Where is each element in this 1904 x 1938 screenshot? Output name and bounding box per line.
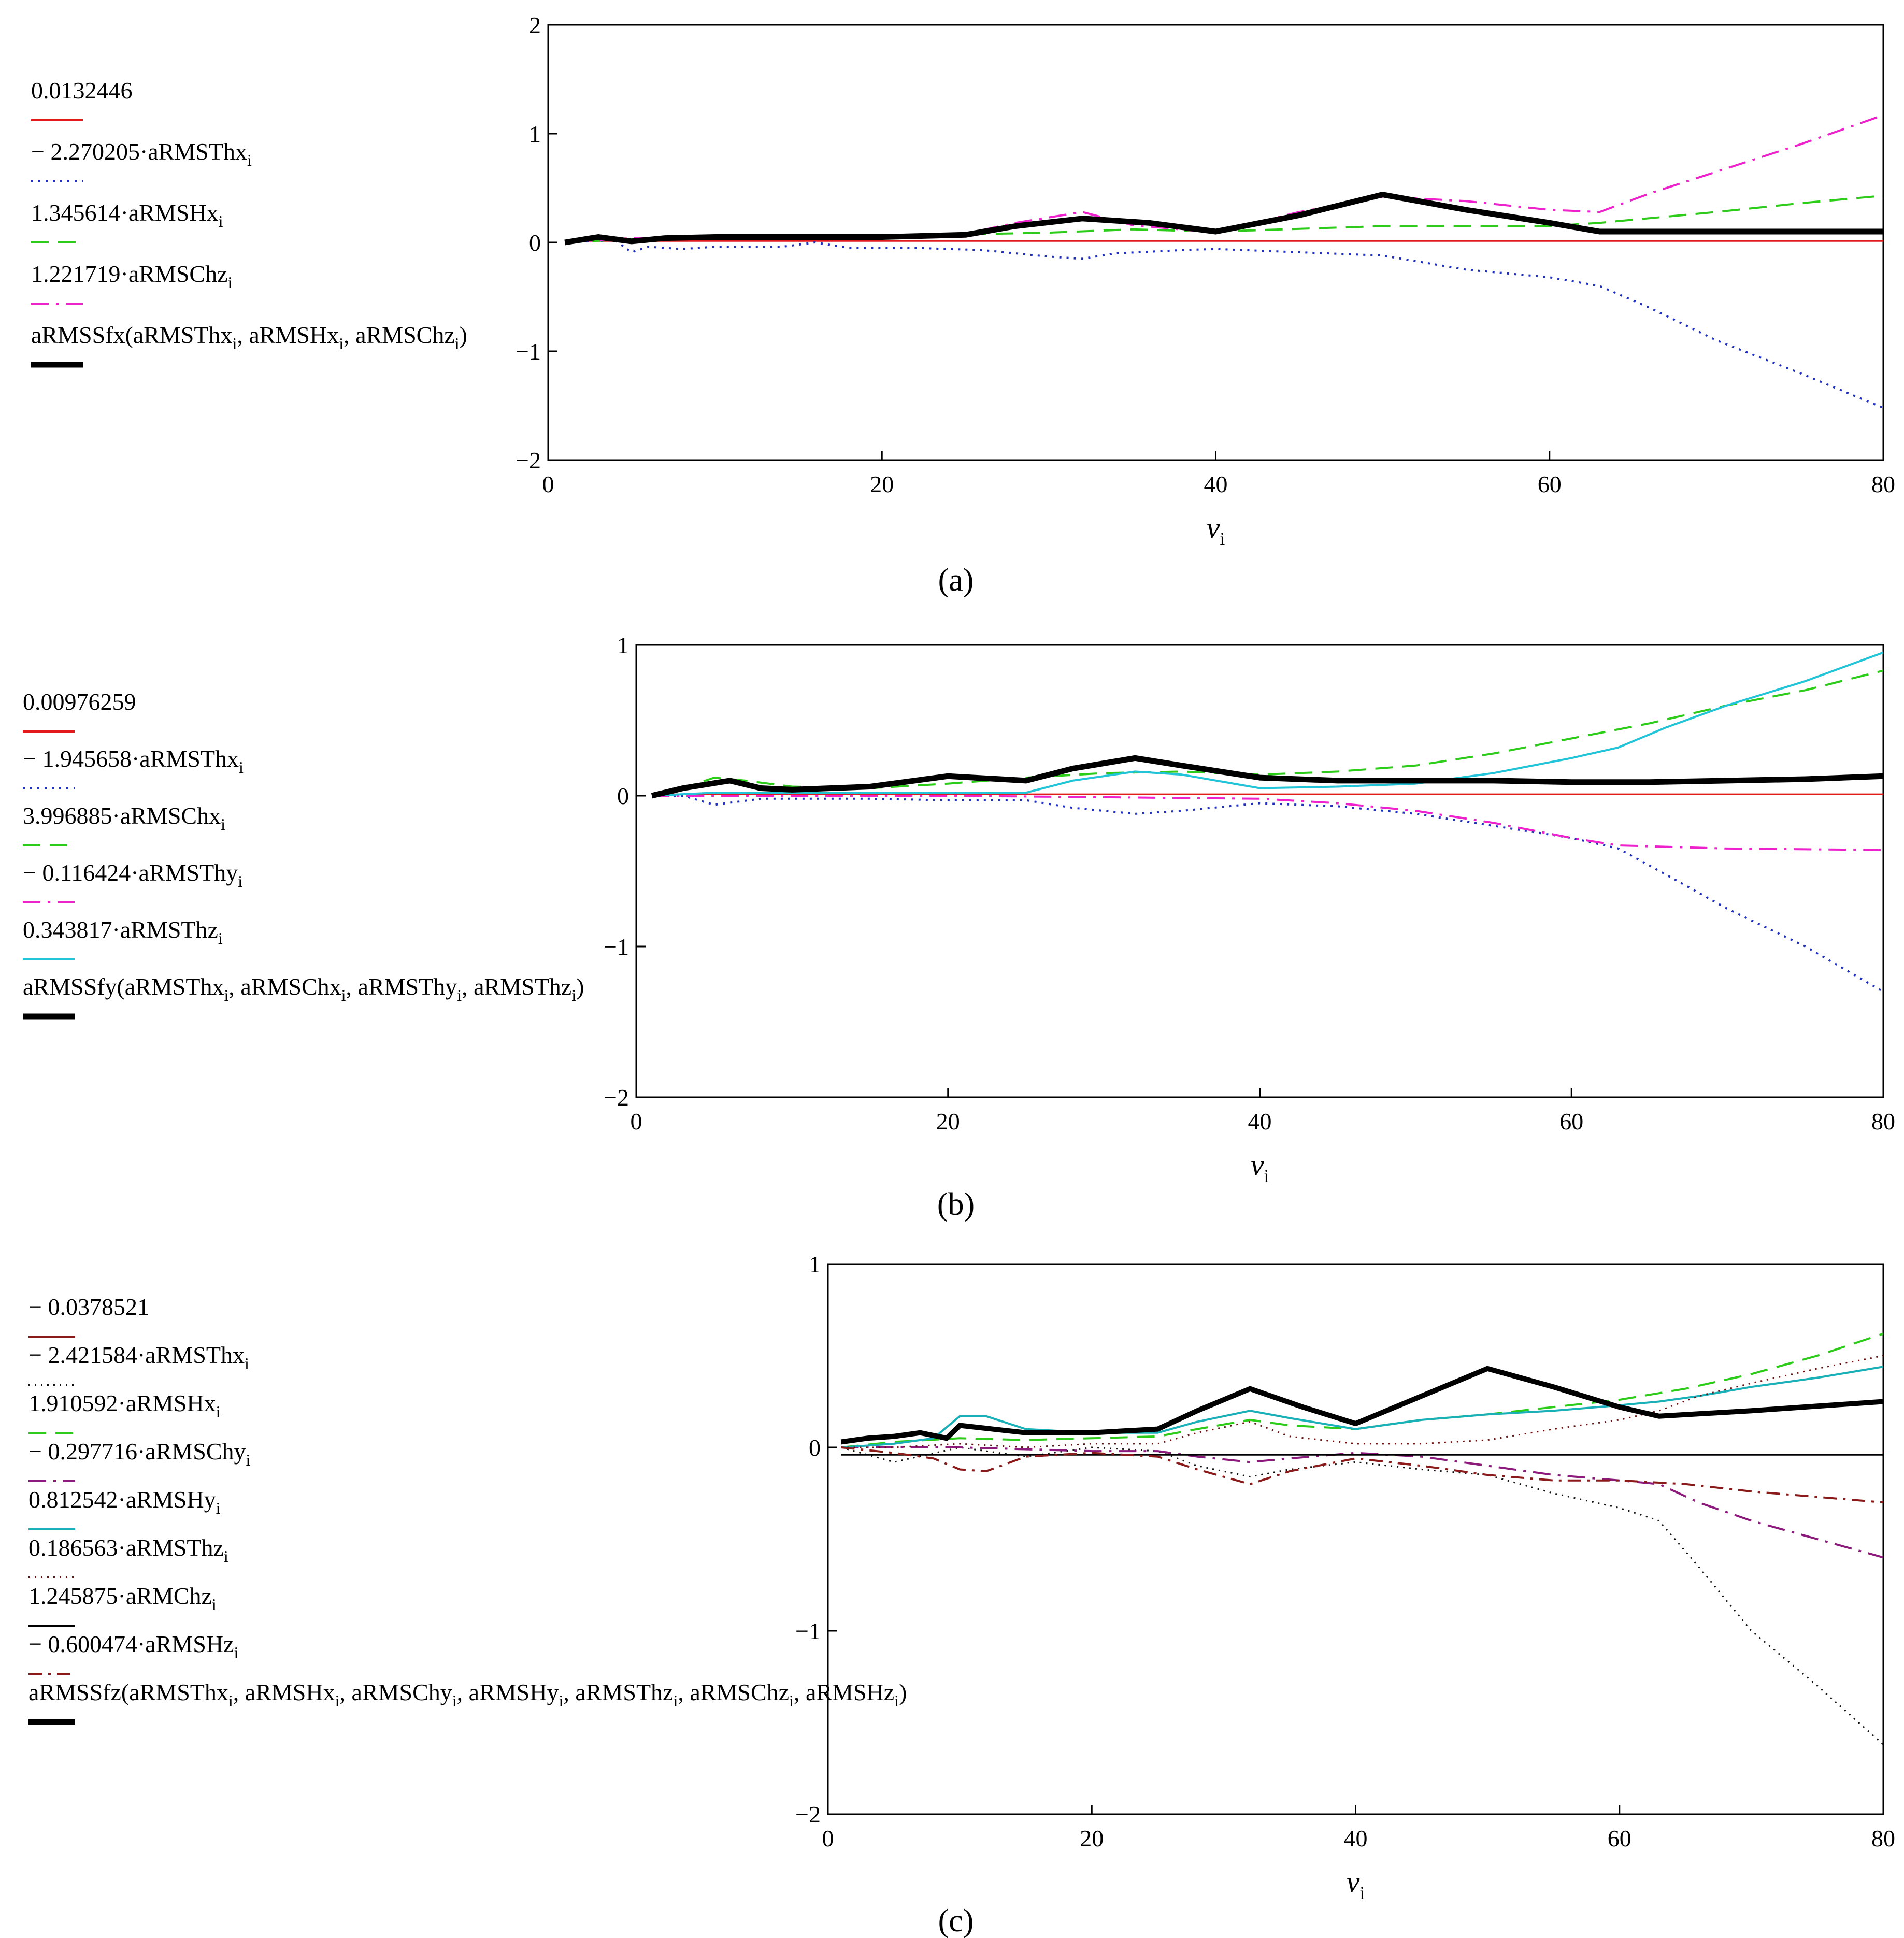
- legend-label: − 0.0378521: [28, 1294, 149, 1320]
- series-line: [652, 651, 1883, 797]
- series-line: [841, 1446, 1883, 1745]
- figure-caption: (c): [938, 1903, 974, 1938]
- x-tick-label: 0: [631, 1108, 642, 1135]
- series-group: [840, 1332, 1883, 1745]
- legend-label: 0.812542·aRMSHyi: [28, 1486, 221, 1517]
- legend-label: − 0.600474·aRMSHzi: [28, 1631, 238, 1662]
- legend-label: aRMSSfx(aRMSThxi, aRMSHxi, aRMSChzi): [31, 322, 467, 353]
- y-tick-label: −1: [604, 934, 629, 960]
- y-tick-label: 0: [529, 229, 541, 256]
- series-line: [565, 114, 1883, 243]
- x-tick-label: 60: [1559, 1108, 1583, 1135]
- series-line: [841, 1355, 1883, 1448]
- x-tick-label: 80: [1871, 1108, 1895, 1135]
- legend-label: − 2.421584·aRMSThxi: [28, 1342, 249, 1373]
- x-axis-label: νi: [1347, 1865, 1365, 1903]
- y-tick-label: −1: [516, 338, 541, 365]
- x-axis-label: νi: [1207, 511, 1225, 549]
- y-tick-label: 1: [809, 1251, 821, 1277]
- series-line: [651, 669, 1883, 797]
- chart-b: 0 20 40 60 80 1 0 −1 −2 νi 0.00976259 − 1.945658·aR…: [23, 632, 1895, 1222]
- legend-label: 3.996885·aRMSChxi: [23, 802, 225, 834]
- plot-frame: [827, 1263, 1884, 1815]
- series-line: [840, 1366, 1883, 1445]
- legend-label: 1.345614·aRMSHxi: [31, 199, 223, 231]
- y-tick-label: −2: [604, 1084, 629, 1111]
- series-group: [564, 114, 1883, 409]
- y-tick-label: 0: [809, 1434, 821, 1461]
- legend-label: 0.186563·aRMSThzi: [28, 1534, 228, 1566]
- legend-label: 0.00976259: [23, 688, 136, 715]
- legend-label: − 1.945658·aRMSThxi: [23, 745, 244, 777]
- series-group: [651, 651, 1883, 993]
- y-tick-label: −2: [516, 447, 541, 473]
- legend-label: − 2.270205·aRMSThxi: [31, 138, 252, 169]
- legend-label: 1.245875·aRMChzi: [28, 1583, 217, 1614]
- y-tick-label: 1: [529, 121, 541, 147]
- x-tick-label: 0: [542, 471, 554, 497]
- series-line: [841, 1332, 1883, 1448]
- legend-label: aRMSSfy(aRMSThxi, aRMSChxi, aRMSThyi, aR…: [23, 973, 584, 1004]
- legend-label: − 0.297716·aRMSChyi: [28, 1438, 251, 1469]
- x-tick-label: 80: [1871, 471, 1895, 497]
- x-tick-label: 0: [822, 1825, 834, 1851]
- series-line: [841, 1446, 1883, 1504]
- legend-label: aRMSSfz(aRMSThxi, aRMSHxi, aRMSChyi, aRM…: [28, 1679, 907, 1710]
- y-tick-label: −1: [795, 1618, 821, 1644]
- series-line: [841, 1446, 1883, 1559]
- y-tick-label: 0: [617, 783, 629, 809]
- x-axis-label: νi: [1251, 1148, 1269, 1186]
- series-line: [652, 795, 1883, 993]
- y-tick-label: 1: [617, 632, 629, 658]
- y-tick-label: −2: [795, 1801, 821, 1828]
- x-tick-label: 60: [1608, 1825, 1631, 1851]
- legend-label: 1.910592·aRMSHxi: [28, 1390, 221, 1421]
- figure-caption: (a): [938, 563, 974, 598]
- x-tick-label: 80: [1871, 1825, 1895, 1851]
- legend-label: − 0.116424·aRMSThyi: [23, 859, 242, 891]
- series-line: [564, 192, 1883, 246]
- x-tick-label: 60: [1538, 471, 1562, 497]
- x-tick-label: 40: [1248, 1108, 1272, 1135]
- x-tick-label: 20: [1080, 1825, 1104, 1851]
- x-tick-label: 20: [870, 471, 894, 497]
- x-tick-label: 40: [1344, 1825, 1368, 1851]
- series-line: [565, 239, 1883, 409]
- series-line: [651, 755, 1883, 799]
- x-tick-label: 20: [936, 1108, 960, 1135]
- legend-label: 1.221719·aRMSChzi: [31, 261, 233, 292]
- plot-frame: [547, 24, 1884, 461]
- figure-caption: (b): [937, 1187, 975, 1222]
- series-line: [841, 1366, 1883, 1448]
- x-tick-label: 40: [1204, 471, 1228, 497]
- y-tick-label: 2: [529, 12, 541, 38]
- series-line: [652, 795, 1883, 851]
- chart-c: 0 20 40 60 80 1 0 −1 −2 νi − 0.0378521 − 2.421584·a…: [28, 1251, 1895, 1938]
- chart-a: 0 20 40 60 80 2 1 0 −1 −2 νi 0.0132446 − 2.270205·aR…: [31, 12, 1895, 598]
- legend-label: 0.0132446: [31, 77, 133, 104]
- legend-label: 0.343817·aRMSThzi: [23, 916, 223, 948]
